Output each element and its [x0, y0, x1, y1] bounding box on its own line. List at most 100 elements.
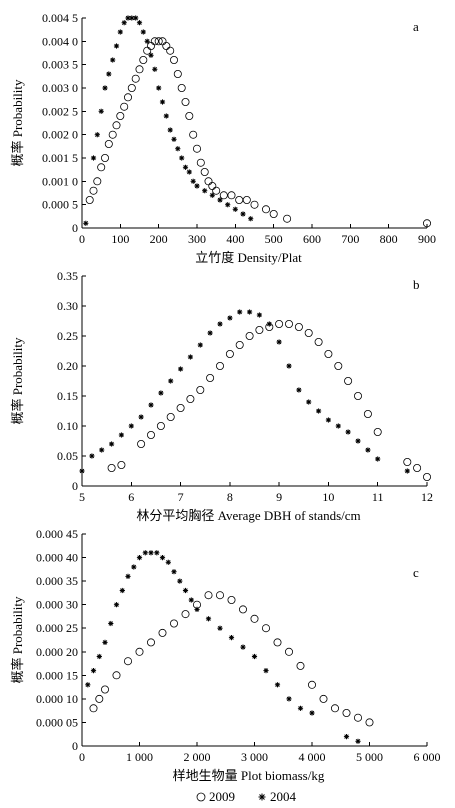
data-point-2009	[363, 409, 372, 418]
y-tick-label: 0.000 05	[36, 715, 78, 729]
data-point-2004	[202, 188, 208, 194]
data-point-2004	[113, 602, 120, 608]
y-tick-label: 0.000 30	[36, 598, 78, 612]
data-point-2004	[237, 309, 243, 315]
data-point-2009	[330, 704, 339, 713]
y-tick-label: 0.25	[57, 329, 78, 343]
data-point-2004	[148, 52, 154, 58]
data-point-2004	[94, 132, 100, 138]
data-point-2009	[261, 205, 270, 214]
data-point-2004	[297, 705, 304, 711]
data-point-2009	[150, 37, 159, 46]
data-point-2004	[217, 197, 223, 203]
data-point-2009	[166, 412, 175, 421]
data-point-2004	[175, 146, 181, 152]
chart-panel-c: 0 1 000 2 000 3 000 4 000 5 000 6 000 0 0.000 05…	[10, 527, 441, 783]
data-point-2004	[325, 417, 331, 423]
data-point-2004	[144, 38, 150, 44]
x-tick-label: 4 000	[299, 750, 326, 764]
data-point-2009	[200, 167, 209, 176]
data-point-2004	[171, 136, 177, 142]
series-2004	[79, 309, 410, 474]
data-point-2004	[89, 453, 95, 459]
data-point-2009	[324, 349, 333, 358]
data-point-2004	[263, 667, 269, 674]
data-point-2004	[90, 155, 97, 161]
data-point-2004	[163, 113, 169, 119]
data-point-2004	[99, 447, 105, 453]
data-point-2009	[422, 472, 431, 481]
data-point-2009	[124, 93, 133, 102]
data-point-2004	[106, 71, 112, 77]
panel-label: c	[413, 565, 419, 580]
data-point-2004	[121, 20, 127, 26]
data-point-2009	[307, 680, 316, 689]
data-point-2004	[274, 682, 281, 688]
y-tick-label: 0.10	[57, 419, 78, 433]
data-point-2009	[353, 391, 362, 400]
legend-label-2004: 2004	[270, 789, 297, 804]
data-point-2009	[101, 685, 110, 694]
x-tick-label: 3 000	[241, 750, 268, 764]
y-tick-label: 0.000 25	[36, 621, 78, 635]
data-point-2004	[128, 423, 134, 429]
data-point-2004	[179, 155, 185, 161]
x-tick-label: 700	[341, 232, 359, 246]
data-point-2009	[196, 158, 205, 167]
data-point-2004	[154, 550, 160, 556]
x-tick-label: 200	[150, 232, 168, 246]
data-point-2009	[112, 121, 121, 130]
data-point-2004	[79, 468, 85, 474]
series-2009	[85, 37, 431, 228]
data-point-2009	[206, 373, 215, 382]
data-point-2004	[152, 66, 158, 72]
data-point-2004	[156, 85, 162, 91]
data-point-2009	[169, 619, 178, 628]
data-point-2009	[235, 195, 244, 204]
data-point-2004	[165, 559, 171, 565]
data-point-2009	[101, 153, 110, 162]
legend-marker-2009	[196, 792, 206, 802]
data-point-2004	[355, 438, 361, 444]
data-point-2004	[240, 644, 246, 650]
data-point-2009	[227, 596, 236, 605]
data-point-2009	[176, 403, 185, 412]
chart-panel-b: 5 6 7 8 9 10 11 12 0 0.05 0.10 0.15 0.20 0.25 0.30 0.35…	[10, 269, 433, 523]
data-point-2004	[188, 597, 194, 603]
data-point-2004	[190, 178, 196, 184]
data-point-2004	[335, 423, 341, 429]
data-point-2004	[131, 564, 137, 570]
y-tick-label: 0	[72, 221, 78, 235]
x-tick-label: 2 000	[184, 750, 211, 764]
data-point-2009	[250, 614, 259, 623]
data-point-2009	[192, 144, 201, 153]
x-axis-title: 样地生物量 Plot biomass/kg	[173, 768, 325, 783]
data-point-2009	[422, 219, 431, 228]
data-point-2009	[215, 361, 224, 370]
data-point-2009	[334, 361, 343, 370]
y-tick-label: 0.003 0	[42, 81, 78, 95]
data-point-2009	[353, 713, 362, 722]
data-point-2004	[178, 366, 184, 372]
data-point-2009	[365, 718, 374, 727]
panel-label: b	[413, 277, 420, 292]
y-tick-label: 0.30	[57, 299, 78, 313]
data-point-2004	[228, 634, 235, 641]
data-point-2004	[83, 220, 89, 226]
x-tick-label: 11	[372, 490, 384, 504]
y-tick-label: 0.000 5	[42, 198, 78, 212]
data-point-2009	[177, 84, 186, 93]
y-axis-title: 概率 Probability	[10, 79, 25, 167]
data-point-2004	[108, 441, 115, 447]
y-tick-label: 0.001 5	[42, 151, 78, 165]
data-point-2004	[148, 402, 154, 408]
data-point-2004	[102, 85, 108, 91]
data-point-2009	[284, 647, 293, 656]
data-point-2004	[136, 554, 143, 561]
data-point-2009	[215, 591, 224, 600]
data-point-2004	[113, 43, 120, 49]
data-point-2004	[96, 653, 102, 660]
x-tick-label: 8	[227, 490, 233, 504]
